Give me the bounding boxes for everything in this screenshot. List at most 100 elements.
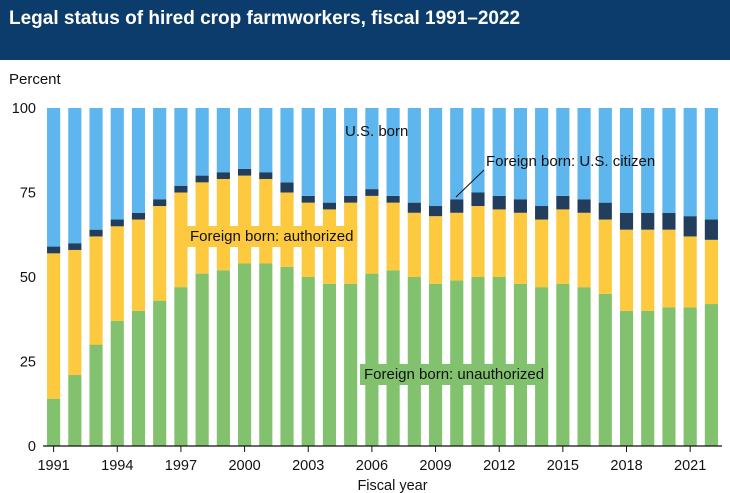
- bar-us-born-2013: [513, 108, 527, 200]
- bar-authorized-1997: [174, 192, 188, 288]
- bar-us-born-2009: [428, 108, 443, 207]
- bars-group: [47, 108, 718, 446]
- bar-us-citizen-2019: [641, 212, 655, 230]
- bar-us-born-2014: [535, 108, 549, 207]
- bar-us-born-2020: [662, 108, 676, 213]
- bar-us-born-2015: [556, 108, 570, 196]
- bar-us-born-1994: [110, 108, 124, 220]
- bar-authorized-2011: [471, 206, 485, 277]
- bar-us-born-2016: [577, 108, 591, 200]
- bar-us-born-2002: [280, 108, 294, 183]
- bar-authorized-2010: [450, 212, 464, 281]
- annotation-us-citizen-leader: [455, 169, 485, 198]
- bar-unauthorized-2003: [301, 277, 315, 446]
- bar-authorized-2012: [492, 209, 506, 277]
- x-tick-label: 2009: [419, 458, 451, 474]
- x-tick-label: 1997: [165, 458, 197, 474]
- bar-us-born-2022: [704, 108, 718, 220]
- bar-us-citizen-2012: [492, 195, 506, 210]
- bar-authorized-2020: [662, 229, 676, 308]
- chart-title: Legal status of hired crop farmworkers, …: [9, 8, 521, 29]
- bar-us-citizen-1997: [174, 185, 188, 193]
- bar-us-born-1998: [195, 108, 209, 176]
- bar-us-citizen-1992: [68, 243, 82, 250]
- bar-us-born-2005: [344, 108, 358, 196]
- bar-unauthorized-2021: [683, 307, 697, 446]
- bar-us-born-2006: [365, 108, 379, 190]
- bar-authorized-2000: [238, 175, 252, 264]
- bar-unauthorized-2016: [577, 287, 591, 446]
- bar-authorized-2001: [259, 178, 273, 264]
- bar-us-citizen-1994: [110, 219, 124, 227]
- bar-us-born-2007: [386, 108, 400, 196]
- x-ticks-group: 1991 1994 1997 2000 2003 2006 2009 2012 2015 2018…: [37, 446, 706, 474]
- y-tick-label: 75: [20, 186, 36, 202]
- bar-us-born-2017: [598, 108, 612, 203]
- bar-us-born-2008: [407, 108, 421, 203]
- bar-unauthorized-1996: [153, 300, 167, 446]
- annotation-us-citizen: Foreign born: U.S. citizen: [486, 153, 655, 170]
- bar-unauthorized-1995: [131, 310, 146, 446]
- bar-us-born-2000: [238, 108, 252, 169]
- bar-us-born-2004: [322, 108, 337, 203]
- bar-us-born-2019: [641, 108, 655, 213]
- bar-us-citizen-2015: [556, 195, 570, 210]
- bar-us-born-2010: [450, 108, 464, 200]
- bar-us-citizen-1991: [47, 246, 61, 254]
- bar-authorized-2013: [513, 212, 527, 284]
- bar-authorized-2015: [556, 209, 570, 284]
- bar-unauthorized-2007: [386, 270, 400, 446]
- y-tick-label: 100: [12, 101, 36, 117]
- bar-us-citizen-2006: [365, 189, 379, 196]
- bar-authorized-2021: [683, 236, 697, 308]
- x-tick-label: 2015: [547, 458, 579, 474]
- bar-unauthorized-1998: [195, 273, 209, 446]
- x-tick-label: 1994: [101, 458, 133, 474]
- bar-unauthorized-2005: [344, 283, 358, 446]
- bar-us-citizen-2022: [704, 219, 718, 240]
- y-tick-label: 25: [20, 355, 36, 371]
- bar-us-citizen-2003: [301, 195, 315, 203]
- x-tick-label: 2003: [292, 458, 324, 474]
- bar-us-born-1995: [131, 108, 146, 213]
- title-bar: Legal status of hired crop farmworkers, …: [0, 0, 730, 60]
- bar-unauthorized-2012: [492, 277, 506, 446]
- bar-us-citizen-2014: [535, 206, 549, 220]
- bar-unauthorized-2022: [704, 304, 718, 446]
- bar-us-born-1999: [216, 108, 230, 173]
- bar-unauthorized-2006: [365, 273, 379, 446]
- bar-us-born-2001: [259, 108, 273, 173]
- bar-us-citizen-1996: [153, 199, 167, 207]
- bar-us-citizen-2018: [619, 212, 634, 230]
- x-axis-title: Fiscal year: [357, 478, 427, 493]
- bar-us-born-1993: [89, 108, 103, 230]
- bar-us-born-1992: [68, 108, 82, 244]
- bar-unauthorized-2010: [450, 280, 464, 446]
- x-tick-label: 1991: [37, 458, 69, 474]
- bar-us-citizen-2008: [407, 202, 421, 213]
- bar-unauthorized-1994: [110, 320, 124, 446]
- bar-us-citizen-2007: [386, 195, 400, 203]
- bar-us-citizen-2021: [683, 216, 697, 237]
- bar-us-born-1996: [153, 108, 167, 200]
- bar-unauthorized-2004: [322, 283, 337, 446]
- bar-unauthorized-1999: [216, 270, 230, 446]
- bar-authorized-2016: [577, 212, 591, 288]
- y-axis-unit-label: Percent: [9, 71, 61, 88]
- bar-authorized-2019: [641, 229, 655, 311]
- bar-us-citizen-2010: [450, 199, 464, 213]
- bar-authorized-2007: [386, 202, 400, 271]
- annotation-authorized: Foreign born: authorized: [190, 228, 353, 245]
- bar-us-citizen-1993: [89, 229, 103, 237]
- bar-us-born-2011: [471, 108, 485, 193]
- bar-authorized-2022: [704, 239, 718, 305]
- bar-unauthorized-2018: [619, 310, 634, 446]
- bar-unauthorized-2011: [471, 277, 485, 446]
- x-tick-label: 2006: [356, 458, 388, 474]
- y-tick-label: 50: [20, 270, 36, 286]
- bar-us-citizen-1995: [131, 212, 146, 220]
- x-tick-label: 2018: [610, 458, 642, 474]
- annotation-unauthorized-background: [360, 364, 549, 385]
- bar-authorized-1994: [110, 226, 124, 321]
- bar-authorized-1996: [153, 206, 167, 301]
